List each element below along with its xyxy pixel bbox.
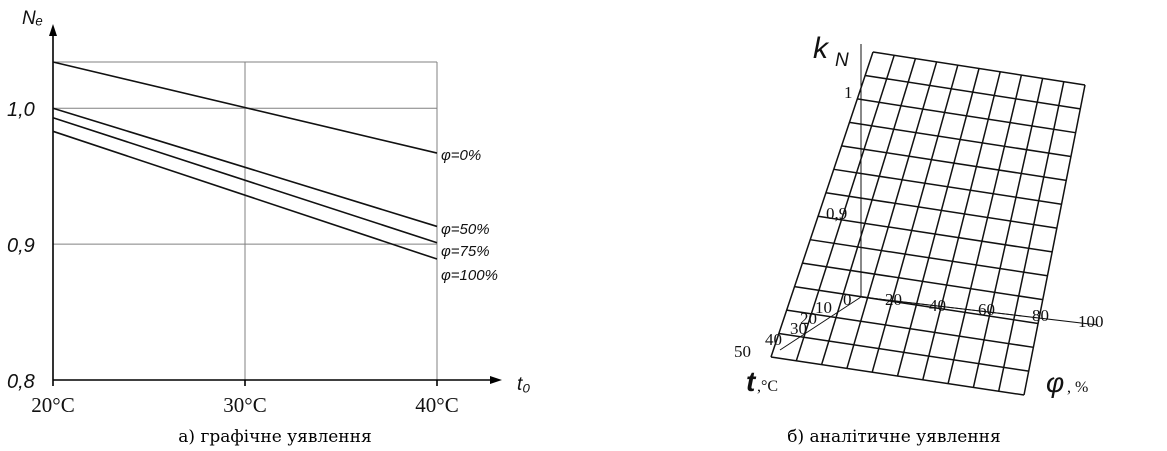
x-tick-label-1: 30°C	[223, 393, 266, 417]
x-axis-arrow	[490, 376, 502, 384]
mesh-col-2	[820, 58, 917, 365]
series-label-2: φ=75%	[441, 243, 490, 260]
t-tick-label-3: 30	[790, 319, 807, 338]
t-axis-line	[779, 296, 862, 351]
phi-tick-label-5: 100	[1078, 312, 1104, 331]
z-tick-label-1: 0,9	[826, 204, 847, 223]
left-line-chart: 0,8 0,9 1,0 20°C 30°C 40°C Nₑ t₀ φ=0% φ=50% φ=75% φ…	[7, 8, 530, 417]
series-label-3: φ=100%	[441, 267, 498, 284]
mesh-col-5	[896, 68, 980, 377]
phi-tick-label-1: 20	[885, 290, 902, 309]
mesh-col-3	[846, 61, 938, 369]
left-labels: 0,8 0,9 1,0 20°C 30°C 40°C Nₑ t₀ φ=0% φ=50% φ=75% φ…	[7, 8, 530, 417]
mesh-col-4	[871, 64, 959, 373]
phi-axis-projection	[860, 296, 1023, 317]
y-tick-label-1: 0,9	[7, 235, 35, 257]
mesh-col-8	[972, 78, 1044, 388]
series-label-0: φ=0%	[441, 147, 481, 164]
mesh-col-10	[1023, 84, 1086, 396]
mesh-col-9	[997, 81, 1065, 392]
right-axes	[779, 44, 1099, 351]
series-line-3	[52, 130, 438, 260]
phi-axis-label: φ	[1046, 367, 1064, 398]
y-axis-arrow	[49, 24, 57, 36]
z-axis-label: k	[813, 32, 830, 65]
surface-mesh	[770, 51, 1086, 396]
t-tick-label-2: 20	[800, 309, 817, 328]
t-tick-label-1: 10	[815, 298, 832, 317]
phi-tick-label-2: 40	[929, 296, 946, 315]
phi-tick-label-4: 80	[1032, 306, 1049, 325]
series-label-1: φ=50%	[441, 221, 490, 238]
y-tick-label-2: 1,0	[7, 99, 35, 121]
phi-tick-label-3: 60	[978, 300, 995, 319]
mesh-col-6	[922, 71, 1001, 380]
mesh-col-1	[795, 55, 895, 362]
y-tick-label-0: 0,8	[7, 371, 35, 393]
left-series-lines	[52, 61, 438, 260]
y-axis-label: Nₑ	[22, 8, 43, 29]
t-axis-label: t	[746, 366, 757, 397]
caption-right: б) аналітичне уявлення	[787, 427, 1000, 447]
x-tick-label-2: 40°C	[415, 393, 458, 417]
z-axis-label-sub: N	[835, 50, 849, 71]
x-axis-label: t₀	[517, 374, 530, 395]
mesh-col-0	[770, 51, 874, 358]
phi-axis-unit: , %	[1067, 379, 1088, 396]
left-axes	[49, 24, 502, 386]
series-line-1	[52, 107, 438, 228]
phi-tick-label-0: 0	[843, 290, 852, 309]
t-tick-label-5: 50	[734, 342, 751, 361]
left-grid	[53, 61, 438, 380]
z-tick-label-0: 1	[844, 83, 853, 102]
mesh-col-7	[947, 74, 1023, 384]
t-tick-label-4: 40	[765, 330, 782, 349]
caption-left: а) графічне уявлення	[178, 427, 371, 447]
t-axis-unit: ,°C	[757, 378, 778, 395]
series-line-2	[52, 116, 438, 244]
series-line-0	[52, 61, 438, 154]
x-tick-label-0: 20°C	[31, 393, 74, 417]
